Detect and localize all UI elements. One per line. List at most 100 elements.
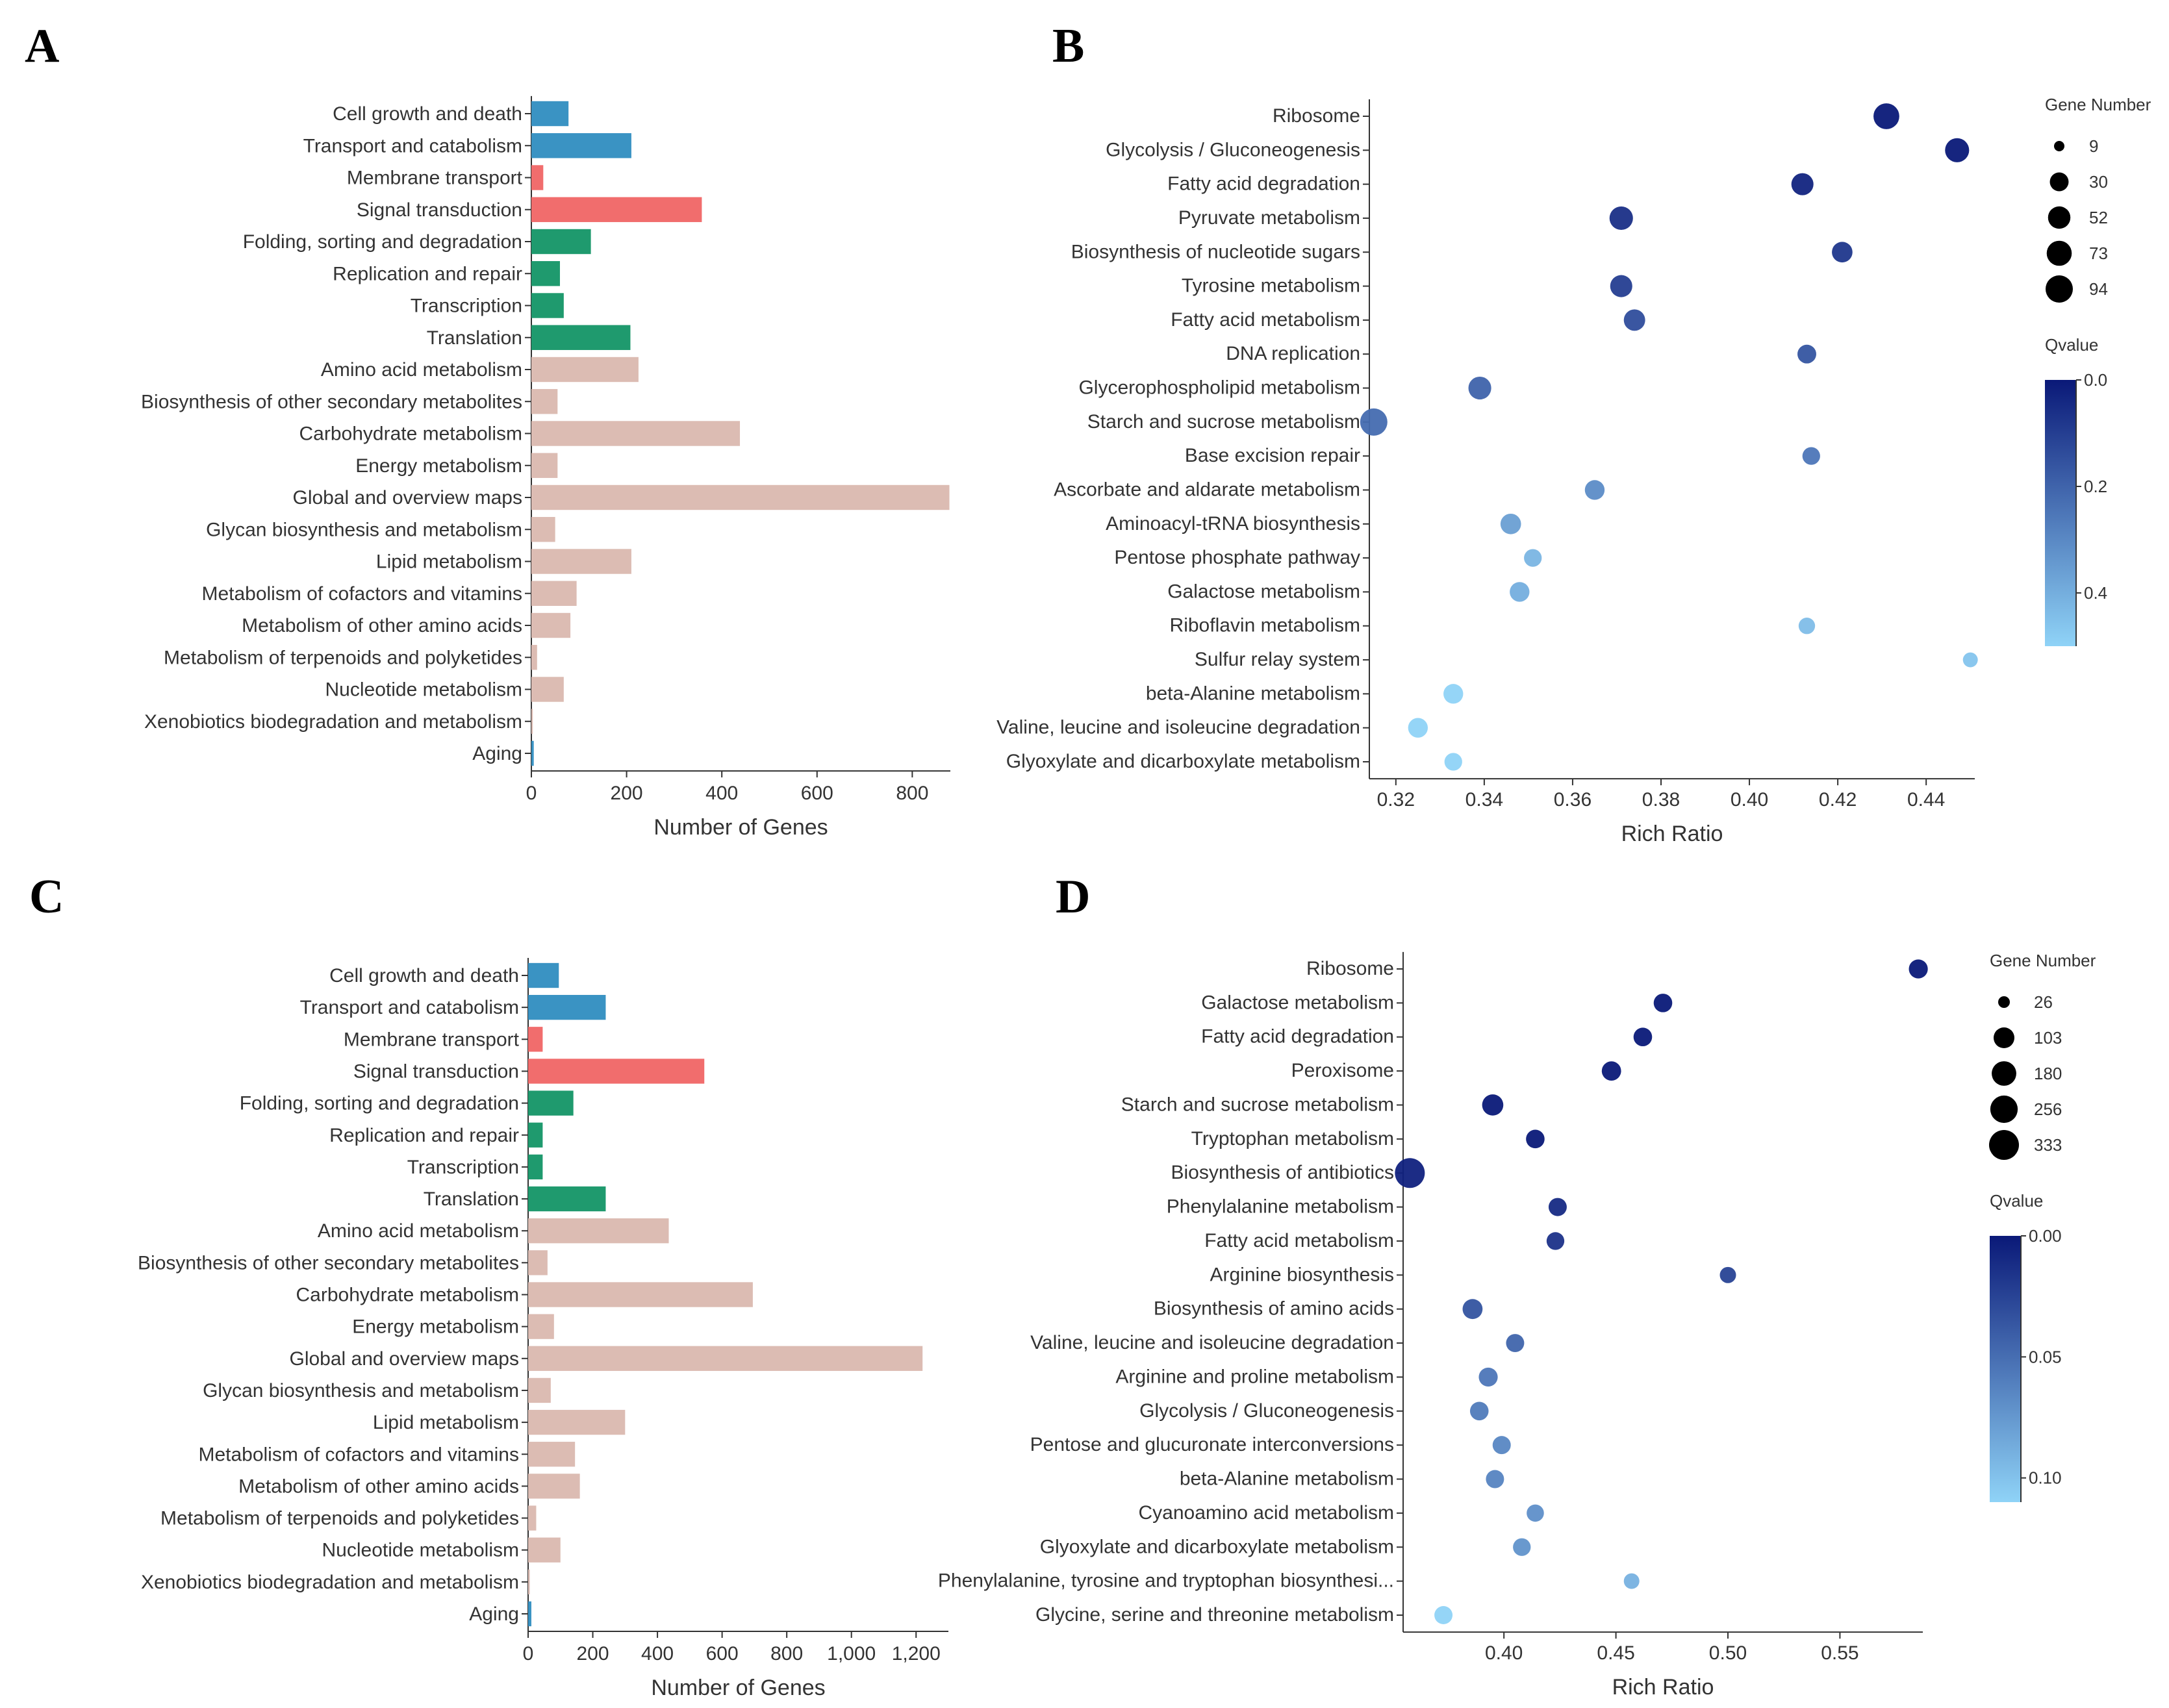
pathway-label: Biosynthesis of amino acids: [1154, 1298, 1394, 1320]
x-tick-label: 0.40: [1731, 789, 1768, 810]
bubble: [1797, 344, 1816, 364]
pathway-label: Galactose metabolism: [1201, 992, 1394, 1013]
bar: [528, 1314, 554, 1339]
bubble: [1434, 1606, 1453, 1624]
bubble: [1482, 1094, 1504, 1116]
bar: [528, 1154, 543, 1180]
panel-label-a: A: [25, 19, 59, 73]
size-legend-dot: [2049, 172, 2069, 192]
bubble: [1395, 1158, 1425, 1188]
pathway-label: Glycerophospholipid metabolism: [1078, 377, 1360, 399]
chart-a-bar-chart: Cell growth and death Transport and catab…: [141, 95, 950, 840]
bubble: [1478, 1367, 1498, 1387]
size-legend-label: 94: [2089, 279, 2108, 299]
x-tick-label: 0: [523, 1643, 534, 1664]
pathway-label: Ribosome: [1306, 958, 1394, 979]
size-legend-title: Gene Number: [1990, 951, 2096, 970]
category-label: Glycan biosynthesis and metabolism: [206, 519, 522, 540]
bar: [531, 133, 631, 158]
size-legend-dot: [1993, 1027, 2015, 1049]
bar: [528, 1537, 561, 1563]
bar: [528, 1346, 923, 1371]
pathway-label: Starch and sucrose metabolism: [1087, 411, 1360, 433]
pathway-label: Biosynthesis of nucleotide sugars: [1071, 241, 1360, 262]
bar: [528, 1250, 548, 1275]
category-label: Metabolism of terpenoids and polyketides: [160, 1508, 519, 1529]
pathway-label: Ascorbate and aldarate metabolism: [1054, 479, 1360, 500]
color-legend-label: 0.10: [2029, 1468, 2062, 1488]
size-legend-dot: [2046, 275, 2073, 303]
bar: [531, 612, 571, 638]
x-tick-label: 800: [770, 1643, 803, 1664]
x-axis-title: Number of Genes: [653, 815, 828, 840]
bar: [528, 1505, 537, 1531]
pathway-label: Glycolysis / Gluconeogenesis: [1106, 139, 1360, 160]
pathway-label: Fatty acid degradation: [1167, 173, 1360, 195]
bubble: [1408, 718, 1428, 738]
bar: [531, 517, 555, 542]
category-label: Global and overview maps: [289, 1348, 519, 1370]
bar: [531, 645, 537, 670]
pathway-label: beta-Alanine metabolism: [1180, 1468, 1394, 1490]
bubble: [1623, 1573, 1640, 1589]
chart-b-bubble-chart: Ribosome Glycolysis / Gluconeogenesis Fatt…: [996, 95, 2151, 846]
bubble: [1443, 684, 1464, 704]
bubble: [1468, 376, 1491, 400]
x-tick-label: 0.40: [1485, 1642, 1523, 1664]
pathway-label: Ribosome: [1273, 105, 1360, 127]
pathway-label: Sulfur relay system: [1195, 649, 1360, 670]
bubble: [1962, 652, 1978, 668]
x-axis-title: Number of Genes: [651, 1676, 825, 1700]
bubble: [1462, 1299, 1483, 1320]
pathway-label: Phenylalanine, tyrosine and tryptophan b…: [938, 1570, 1394, 1592]
color-legend-label: 0.00: [2029, 1226, 2062, 1246]
bar: [528, 1569, 530, 1595]
x-axis-title: Rich Ratio: [1612, 1675, 1714, 1700]
pathway-label: Peroxisome: [1291, 1060, 1394, 1081]
category-label: Replication and repair: [329, 1125, 519, 1146]
x-tick-label: 800: [896, 783, 928, 804]
category-label: Signal transduction: [353, 1061, 519, 1082]
bar: [531, 421, 741, 446]
category-label: Global and overview maps: [292, 487, 522, 509]
bubble: [1500, 513, 1521, 534]
pathway-label: Tryptophan metabolism: [1191, 1128, 1394, 1149]
bar: [528, 1122, 543, 1148]
pathway-label: Phenylalanine metabolism: [1167, 1196, 1394, 1218]
x-tick-label: 200: [577, 1643, 609, 1664]
bar: [531, 453, 558, 478]
x-tick-label: 0.36: [1554, 789, 1592, 810]
bubble: [1548, 1198, 1567, 1216]
panel-label-d: D: [1056, 870, 1090, 923]
bubble: [1469, 1401, 1489, 1421]
bubble: [1623, 309, 1645, 331]
x-tick-label: 200: [611, 783, 643, 804]
pathway-label: Glycine, serine and threonine metabolism: [1035, 1604, 1394, 1626]
x-tick-label: 1,000: [827, 1643, 876, 1664]
bubble: [1526, 1129, 1545, 1149]
category-label: Amino acid metabolism: [321, 359, 522, 381]
pathway-label: Base excision repair: [1185, 445, 1360, 466]
bubble: [1527, 1504, 1544, 1522]
category-label: Carbohydrate metabolism: [299, 423, 523, 445]
size-legend-dot: [1992, 1061, 2016, 1086]
bar: [531, 165, 544, 190]
bar: [531, 740, 534, 766]
category-label: Translation: [424, 1188, 519, 1210]
x-tick-label: 400: [641, 1643, 674, 1664]
category-label: Energy metabolism: [355, 455, 522, 477]
size-legend-dot: [1990, 1095, 2018, 1124]
bar: [528, 1090, 574, 1116]
size-legend-dot: [1989, 1130, 2019, 1160]
color-legend-title: Qvalue: [2045, 335, 2098, 355]
bubble: [1802, 447, 1820, 465]
x-tick-label: 0.55: [1821, 1642, 1858, 1664]
x-tick-label: 0.42: [1819, 789, 1857, 810]
category-label: Membrane transport: [344, 1029, 520, 1050]
bubble: [1798, 618, 1816, 634]
pathway-label: Fatty acid metabolism: [1171, 309, 1360, 331]
pathway-label: Aminoacyl-tRNA biosynthesis: [1106, 513, 1360, 534]
category-label: Folding, sorting and degradation: [240, 1093, 519, 1114]
bubble: [1510, 582, 1530, 602]
